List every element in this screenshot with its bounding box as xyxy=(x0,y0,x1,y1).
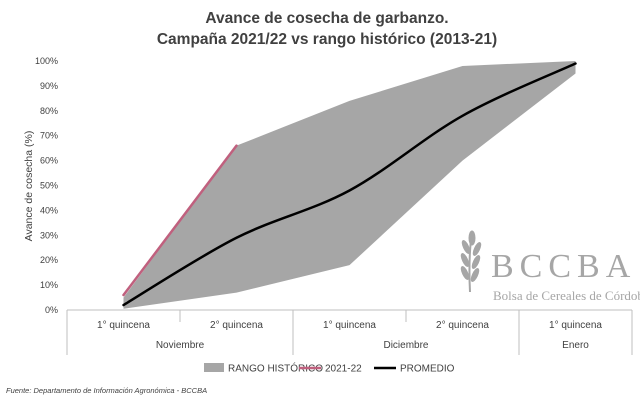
x-group-label: Enero xyxy=(562,340,589,351)
legend-label: RANGO HISTÓRICO xyxy=(228,362,323,375)
series-range-band xyxy=(123,61,576,309)
series-line-2021-22 xyxy=(122,144,238,297)
plot-area: 0% 10% 20% 30% 40% 50% 60% 70% 80% 90% 100% 1° quin… xyxy=(35,56,633,355)
legend-item: RANGO HISTÓRICO xyxy=(204,362,323,375)
x-tick-label: 1° quincena xyxy=(323,320,376,331)
wheat-icon xyxy=(460,230,482,293)
y-tick-label: 0% xyxy=(45,305,58,315)
x-tick-label: 2° quincena xyxy=(210,320,263,331)
y-tick-label: 100% xyxy=(35,56,58,66)
y-tick-label: 70% xyxy=(40,131,58,141)
legend: RANGO HISTÓRICO 2021-22 PROMEDIO xyxy=(204,362,455,375)
bccba-logo: BCCBA Bolsa de Cereales de Córdoba xyxy=(460,230,640,303)
chart-title: Avance de cosecha de garbanzo. xyxy=(205,10,448,27)
series-line-promedio xyxy=(122,62,577,307)
x-group-label: Noviembre xyxy=(156,340,205,351)
legend-item: PROMEDIO xyxy=(374,364,455,375)
y-tick-label: 20% xyxy=(40,255,58,265)
legend-label: PROMEDIO xyxy=(400,364,455,375)
x-tick-label: 1° quincena xyxy=(549,320,602,331)
x-tick-label: 2° quincena xyxy=(436,320,489,331)
y-tick-label: 10% xyxy=(40,280,58,290)
y-tick-label: 40% xyxy=(40,205,58,215)
y-axis-title: Avance de cosecha (%) xyxy=(23,131,35,242)
logo-name: BCCBA xyxy=(491,248,636,285)
y-tick-label: 80% xyxy=(40,106,58,116)
legend-item: 2021-22 xyxy=(299,364,362,375)
y-tick-label: 60% xyxy=(40,156,58,166)
chart-subtitle: Campaña 2021/22 vs rango histórico (2013… xyxy=(157,31,497,48)
y-tick-label: 50% xyxy=(40,181,58,191)
y-tick-label: 30% xyxy=(40,230,58,240)
y-tick-label: 90% xyxy=(40,81,58,91)
x-group-label: Diciembre xyxy=(383,340,428,351)
legend-swatch xyxy=(204,363,224,372)
source-note: Fuente: Departamento de Información Agro… xyxy=(6,386,207,395)
logo-subtitle: Bolsa de Cereales de Córdoba xyxy=(493,288,640,303)
x-tick-label: 1° quincena xyxy=(97,320,150,331)
legend-label: 2021-22 xyxy=(325,364,362,375)
